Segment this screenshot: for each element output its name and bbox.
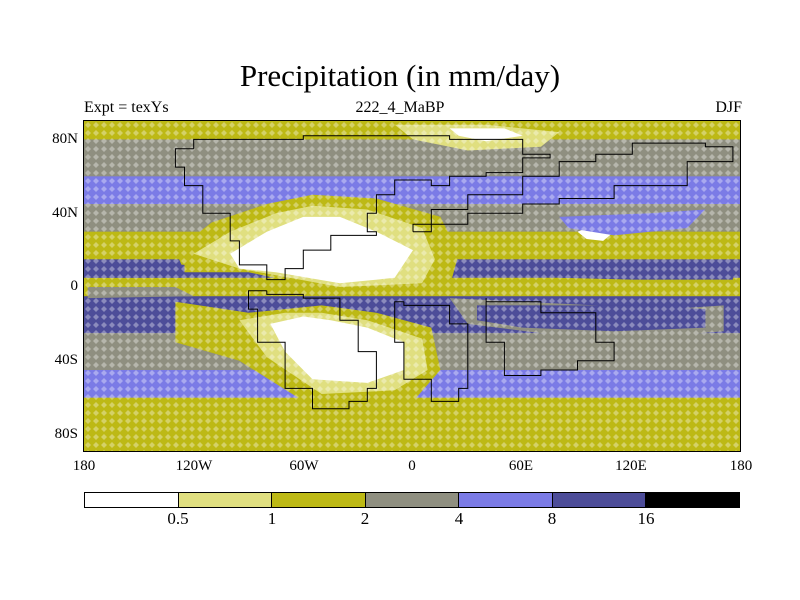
time-label: 222_4_MaBP — [355, 99, 445, 116]
coastline-2 — [412, 142, 734, 233]
legend-box-1 — [85, 493, 179, 507]
lat-label-0: 0 — [70, 278, 79, 294]
lon-label-180w: 180 — [72, 458, 96, 474]
lon-label-0: 0 — [408, 458, 416, 474]
legend-label-4: 4 — [454, 509, 464, 528]
map-panel — [83, 120, 741, 452]
coastline-4 — [394, 301, 469, 402]
legend-box-7 — [646, 493, 740, 507]
legend-box-6 — [552, 493, 647, 507]
lon-label-120w: 120W — [175, 458, 213, 474]
lat-label-80n: 80N — [52, 131, 78, 147]
lon-label-180e: 180 — [729, 458, 753, 474]
lat-label-40n: 40N — [52, 205, 78, 221]
lat-label-80s: 80S — [54, 426, 78, 442]
experiment-label: Expt = texYs — [84, 99, 169, 116]
season-label: DJF — [715, 99, 742, 116]
coastline-0 — [174, 135, 551, 281]
stipple-overlay — [84, 121, 740, 451]
lat-label-40s: 40S — [54, 352, 78, 368]
map-title: Precipitation (in mm/day) — [239, 58, 561, 93]
coastline-1 — [248, 290, 377, 410]
lon-label-60e: 60E — [508, 458, 534, 474]
legend-label-1: 1 — [267, 509, 277, 528]
legend-label-16: 16 — [637, 509, 655, 528]
coastline-3 — [485, 298, 615, 376]
legend-box-2 — [178, 493, 273, 507]
color-legend — [84, 492, 740, 508]
lon-label-120e: 120E — [615, 458, 647, 474]
legend-box-5 — [459, 493, 553, 507]
legend-label-0-5: 0.5 — [167, 509, 189, 528]
precipitation-field — [84, 121, 740, 451]
legend-box-3 — [272, 493, 366, 507]
lon-label-60w: 60W — [289, 458, 319, 474]
legend-label-2: 2 — [360, 509, 370, 528]
legend-label-8: 8 — [547, 509, 557, 528]
legend-box-4 — [365, 493, 460, 507]
